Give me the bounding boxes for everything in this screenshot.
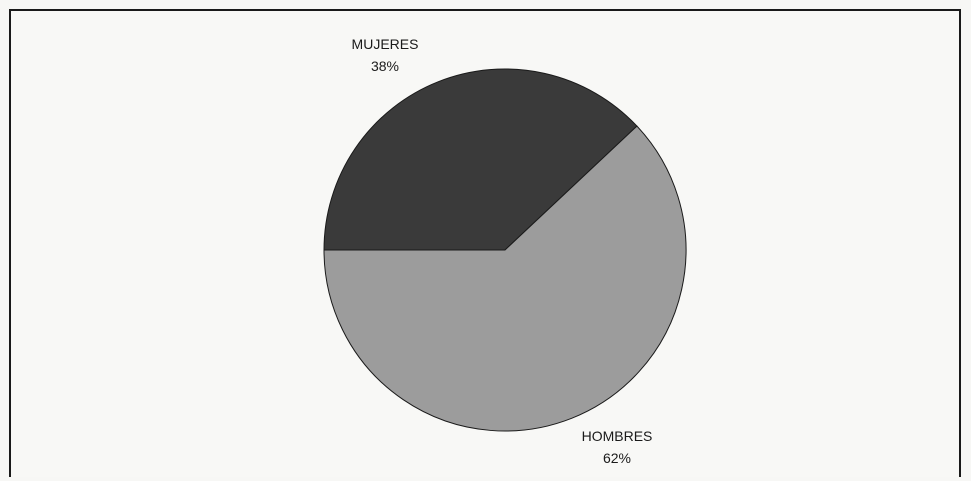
pie-labels: MUJERES 38% HOMBRES 62%	[352, 36, 653, 466]
slice-label-mujeres: MUJERES	[352, 36, 419, 52]
slice-value-hombres: 62%	[603, 450, 631, 466]
pie-slice-mujeres	[323, 68, 638, 251]
slice-value-mujeres: 38%	[371, 58, 399, 74]
slice-label-hombres: HOMBRES	[582, 428, 653, 444]
pie-slice-hombres	[323, 125, 687, 432]
pie-slices	[323, 68, 687, 432]
